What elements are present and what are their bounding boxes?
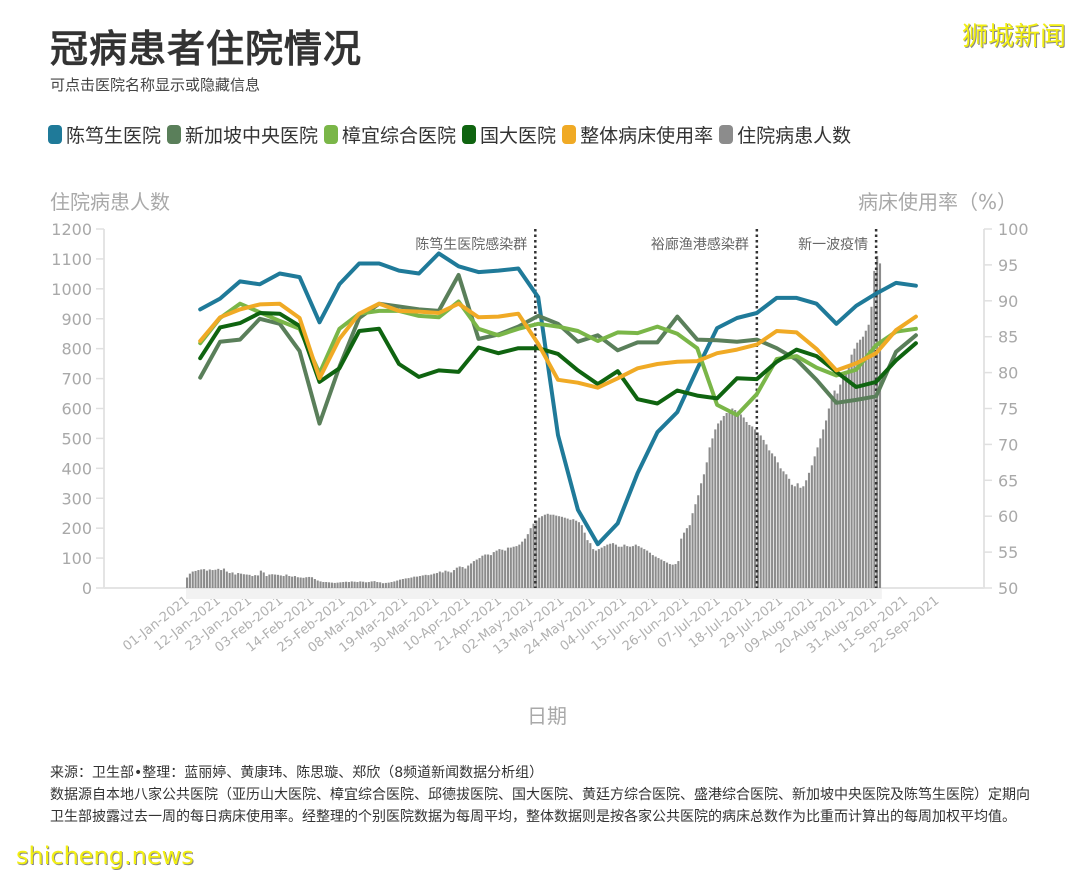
right-axis-tick-label: 65: [998, 471, 1018, 490]
legend-item-inpatients[interactable]: 住院病患人数: [719, 121, 851, 148]
right-axis-title: 病床使用率（%）: [858, 190, 1018, 214]
legend-item-sgh[interactable]: 新加坡中央医院: [167, 121, 318, 148]
left-axis-title: 住院病患人数: [50, 190, 170, 214]
methodology-note: 数据源自本地八家公共医院（亚历山大医院、樟宜综合医院、邱德拔医院、国大医院、黄廷…: [50, 787, 1030, 825]
series-line[interactable]: [198, 299, 918, 417]
source-credit: 来源：卫生部•整理：蓝丽婷、黄康玮、陈思璇、郑欣（8频道新闻数据分析组）: [50, 765, 544, 781]
left-axis-tick-label: 600: [61, 400, 92, 419]
legend-label: 整体病床使用率: [580, 125, 714, 147]
legend-label: 新加坡中央医院: [185, 125, 319, 147]
left-axis-tick-label: 300: [61, 489, 92, 508]
left-axis-tick-label: 900: [61, 310, 92, 329]
right-axis-tick-label: 60: [998, 507, 1018, 526]
legend-swatch-icon: [167, 125, 182, 144]
right-axis-tick-label: 95: [998, 256, 1018, 275]
series-line[interactable]: [198, 273, 918, 426]
left-axis-tick-label: 500: [61, 429, 92, 448]
left-axis-tick-label: 800: [61, 340, 92, 359]
series-line[interactable]: [198, 311, 918, 406]
chart-legend: 陈笃生医院 新加坡中央医院 樟宜综合医院 国大医院 整体病床使用率 住院病患人数: [48, 121, 857, 148]
source-footnote: 来源：卫生部•整理：蓝丽婷、黄康玮、陈思璇、郑欣（8频道新闻数据分析组） 数据源…: [50, 762, 1040, 828]
legend-item-ttsh[interactable]: 陈笃生医院: [48, 121, 161, 148]
legend-item-cgh[interactable]: 樟宜综合医院: [324, 121, 456, 148]
annotation-label: 裕廊渔港感染群: [651, 236, 749, 253]
annotation-label: 陈笃生医院感染群: [415, 236, 527, 253]
left-axis-tick-label: 400: [61, 459, 92, 478]
page-subtitle: 可点击医院名称显示或隐藏信息: [50, 76, 261, 94]
legend-swatch-icon: [462, 125, 477, 144]
legend-swatch-icon: [324, 125, 339, 144]
legend-swatch-icon: [719, 125, 734, 144]
legend-item-nuh[interactable]: 国大医院: [462, 121, 556, 148]
x-axis-title: 日期: [527, 704, 567, 728]
legend-label: 樟宜综合医院: [342, 125, 457, 147]
right-axis-tick-label: 50: [998, 579, 1018, 598]
legend-swatch-icon: [562, 125, 577, 144]
right-axis-tick-label: 75: [998, 400, 1018, 419]
watermark-site: shicheng.news: [16, 842, 194, 870]
right-axis-tick-label: 85: [998, 328, 1018, 347]
legend-label: 住院病患人数: [737, 125, 852, 147]
series-line[interactable]: [198, 251, 918, 547]
left-axis-tick-label: 1000: [51, 280, 92, 299]
annotation-label: 新一波疫情: [798, 237, 868, 253]
left-axis-tick-label: 100: [61, 549, 92, 568]
right-axis-tick-label: 80: [998, 364, 1018, 383]
right-axis-tick-label: 70: [998, 435, 1018, 454]
left-axis-tick-label: 200: [61, 519, 92, 538]
left-axis-tick-label: 700: [61, 370, 92, 389]
left-axis-tick-label: 1100: [51, 250, 92, 269]
inpatient-bars: [186, 255, 882, 589]
right-axis-tick-label: 100: [998, 220, 1029, 239]
watermark-logo: 狮城新闻: [961, 22, 1066, 52]
legend-item-overall-occupancy[interactable]: 整体病床使用率: [562, 121, 713, 148]
legend-swatch-icon: [48, 125, 62, 144]
right-axis-tick-label: 55: [998, 543, 1018, 562]
right-axis-tick-label: 90: [998, 292, 1018, 311]
left-axis-tick-label: 0: [82, 579, 92, 598]
left-axis-tick-label: 1200: [51, 220, 92, 239]
legend-label: 国大医院: [480, 125, 557, 147]
legend-label: 陈笃生医院: [66, 125, 162, 147]
series-line[interactable]: [198, 301, 918, 390]
page-title: 冠病患者住院情况: [50, 27, 363, 71]
